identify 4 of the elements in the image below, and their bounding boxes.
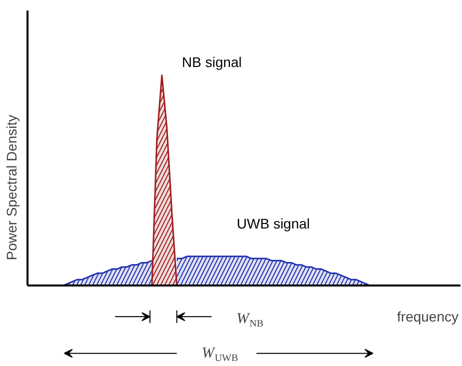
- series-label: NB signal: [182, 54, 242, 70]
- series-label: UWB signal: [236, 215, 310, 232]
- y-axis-title: Power Spectral Density: [4, 114, 20, 260]
- text: frequency: [397, 308, 458, 325]
